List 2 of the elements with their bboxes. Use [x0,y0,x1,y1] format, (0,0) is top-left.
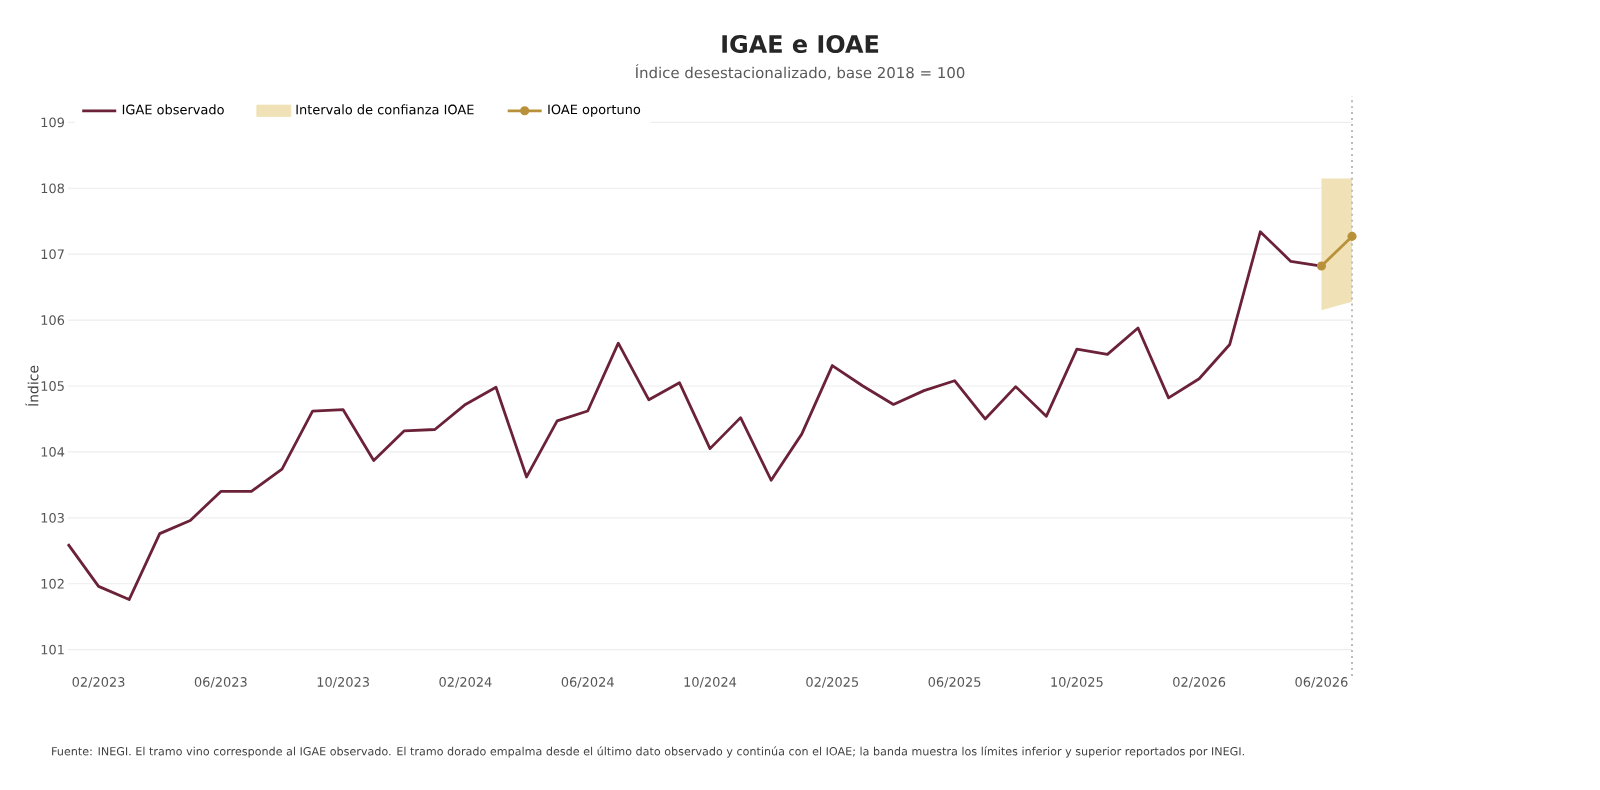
line-series [66,230,1323,601]
chart-title: IGAE e IOAE [722,34,879,54]
